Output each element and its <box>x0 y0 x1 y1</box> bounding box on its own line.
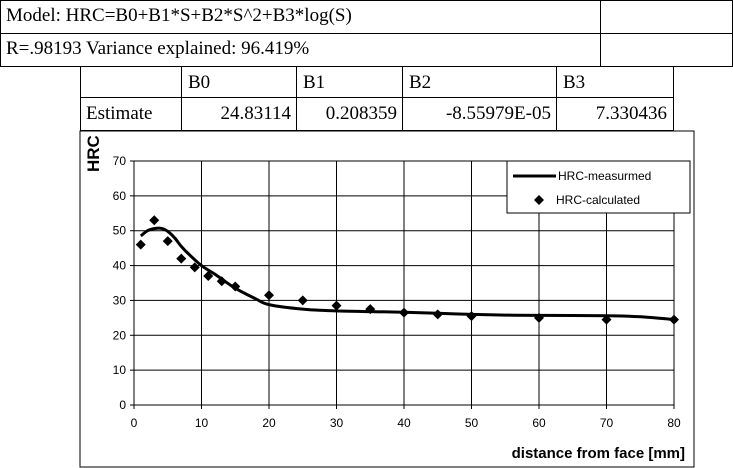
y-axis-label: HRC <box>84 135 103 172</box>
y-tick-label: 0 <box>119 398 126 412</box>
sheet-col-line-4 <box>402 66 403 131</box>
y-tick-label: 40 <box>113 259 127 273</box>
r-variance-cell: R=.98193 Variance explained: 96.419% <box>6 38 310 59</box>
chart-area-border <box>79 130 695 468</box>
sheet-border-top <box>0 0 733 1</box>
legend-box <box>506 160 691 214</box>
data-point-hrc-calculated <box>162 236 173 247</box>
data-point-hrc-calculated <box>189 262 200 273</box>
estimate-label: Estimate <box>86 103 153 124</box>
data-point-hrc-calculated <box>331 300 342 311</box>
y-tick-label: 60 <box>113 189 127 203</box>
estimate-b1: 0.208359 <box>325 103 397 124</box>
sheet-row-line-3 <box>80 97 674 98</box>
x-tick-label: 50 <box>465 416 479 430</box>
header-b1: B1 <box>303 72 326 93</box>
data-point-hrc-calculated <box>466 311 477 322</box>
legend: HRC-measurmed HRC-calculated <box>506 160 691 214</box>
sheet-col-line-6 <box>673 66 674 131</box>
series-line-hrc-measured <box>139 226 675 322</box>
x-tick-label: 0 <box>131 416 138 430</box>
y-tick-label: 30 <box>113 293 127 307</box>
header-b3: B3 <box>563 72 586 93</box>
data-point-hrc-calculated <box>297 295 308 306</box>
sheet-col-line-2 <box>181 66 182 131</box>
estimate-b0: 24.83114 <box>220 103 291 124</box>
sheet-col-line-3 <box>296 66 297 131</box>
data-point-hrc-calculated <box>432 309 443 320</box>
x-tick-label: 10 <box>195 416 209 430</box>
sheet-row-line-2 <box>0 66 733 67</box>
x-tick-label: 40 <box>397 416 411 430</box>
data-point-hrc-calculated <box>601 314 612 325</box>
estimate-b2: -8.55979E-05 <box>445 103 551 124</box>
data-point-hrc-calculated <box>264 290 274 301</box>
y-tick-label: 20 <box>113 328 127 342</box>
x-axis-label: distance from face [mm] <box>512 445 685 462</box>
x-tick-label: 30 <box>330 416 344 430</box>
data-point-hrc-calculated <box>176 253 187 264</box>
data-point-hrc-calculated <box>399 307 409 318</box>
data-point-hrc-calculated <box>230 281 241 292</box>
data-point-hrc-calculated <box>135 239 146 250</box>
sheet-row-line-1 <box>0 33 733 34</box>
chart-series <box>135 215 679 325</box>
data-point-hrc-calculated <box>669 314 679 325</box>
x-tick-label: 20 <box>262 416 276 430</box>
y-tick-label: 50 <box>113 224 127 238</box>
data-point-hrc-calculated <box>216 276 227 287</box>
legend-diamond-marker <box>534 195 544 205</box>
estimate-b3: 7.330436 <box>595 103 667 124</box>
data-point-hrc-calculated <box>534 312 544 323</box>
x-tick-label: 70 <box>600 416 614 430</box>
sheet-col-line-a <box>600 0 601 66</box>
header-b2: B2 <box>409 72 432 93</box>
x-tick-label: 80 <box>667 416 681 430</box>
data-point-hrc-calculated <box>203 271 214 282</box>
sheet-col-line-1 <box>80 66 81 131</box>
legend-label-measured: HRC-measurmed <box>558 169 651 183</box>
sheet-border-left <box>0 0 1 66</box>
legend-label-calculated: HRC-calculated <box>556 193 640 207</box>
chart-ticks: 0 10 20 30 40 50 60 70 80 0 10 20 30 40 50 60 70 <box>113 154 681 430</box>
y-tick-label: 70 <box>113 154 127 168</box>
header-b0: B0 <box>188 72 211 93</box>
x-tick-label: 60 <box>532 416 546 430</box>
data-point-hrc-calculated <box>365 304 376 315</box>
sheet-col-line-5 <box>556 66 557 131</box>
data-point-hrc-calculated <box>149 215 160 226</box>
y-tick-label: 10 <box>113 363 127 377</box>
model-formula-cell: Model: HRC=B0+B1*S+B2*S^2+B3*log(S) <box>6 5 352 26</box>
